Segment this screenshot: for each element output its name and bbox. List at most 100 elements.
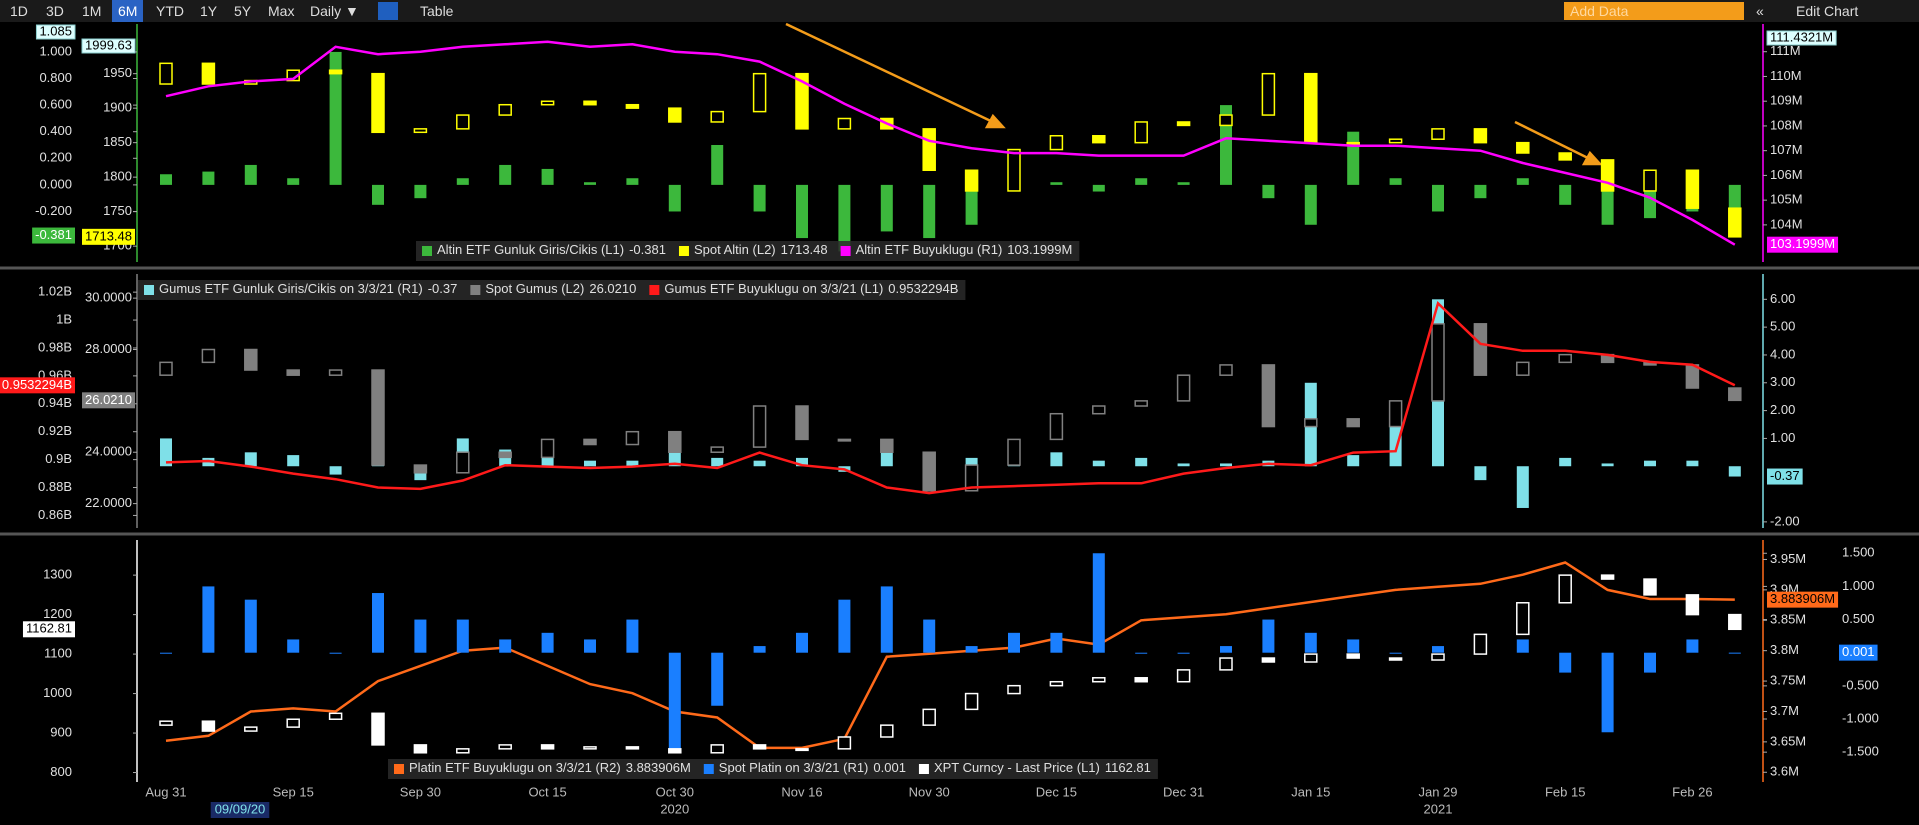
- collapse-button[interactable]: «: [1756, 3, 1764, 19]
- range-button[interactable]: 3D: [46, 3, 64, 19]
- candle-body: [964, 169, 979, 192]
- y-tick-label: 0.200: [39, 150, 72, 165]
- range-button[interactable]: 5Y: [234, 3, 252, 19]
- y-tick-label: 0.92B: [38, 423, 72, 438]
- y-tick-label: 0.94B: [38, 395, 72, 410]
- bar: [1135, 457, 1148, 467]
- candle-body: [1516, 141, 1530, 154]
- bar: [796, 184, 808, 239]
- annotation-arrow: [785, 22, 1603, 166]
- bar: [287, 455, 300, 467]
- legend-background: [388, 759, 1158, 779]
- candle-body: [752, 744, 767, 750]
- axis-top-label-box: [35, 24, 76, 40]
- legend-name: Spot Platin on 3/3/21 (R1): [719, 760, 869, 775]
- range-button[interactable]: 6M: [112, 0, 144, 22]
- candle-body: [1685, 169, 1700, 209]
- bar: [160, 174, 172, 185]
- edit-chart-button[interactable]: Edit Chart: [1796, 3, 1859, 19]
- frequency-dropdown[interactable]: Daily ▼: [310, 3, 359, 19]
- legend-value: -0.381: [629, 242, 666, 257]
- candle-body: [1728, 207, 1742, 238]
- bar: [880, 452, 893, 467]
- candle-body: [625, 430, 640, 446]
- y-tick-label: 3.95M: [1770, 551, 1806, 566]
- last-value-tag-box: [82, 392, 135, 409]
- bar: [753, 184, 766, 212]
- last-value-tag-box: [1767, 591, 1839, 608]
- y-tick-label: 4.00: [1770, 346, 1795, 361]
- table-button[interactable]: Table: [420, 3, 454, 19]
- last-value-tag-box: [1767, 468, 1803, 485]
- y-tick-label: 109M: [1770, 93, 1803, 108]
- candle-body: [1176, 669, 1191, 683]
- candle-body: [201, 720, 216, 732]
- bar: [1432, 646, 1444, 653]
- y-tick-label: 1.000: [1842, 578, 1875, 593]
- bar: [1092, 553, 1105, 653]
- bar: [1262, 619, 1275, 653]
- candle-body: [795, 405, 809, 441]
- add-data-input[interactable]: Add Data: [1564, 2, 1744, 20]
- bar: [753, 460, 766, 467]
- candle-body: [795, 748, 809, 752]
- y-tick-label: 0.000: [39, 176, 72, 191]
- last-value-tag-box: [0, 377, 75, 394]
- x-tick-label: Jan 15: [1291, 784, 1330, 799]
- y-tick-label: 24.0000: [85, 444, 132, 459]
- bar: [668, 652, 681, 753]
- candle-body: [1007, 438, 1021, 466]
- bar: [1686, 460, 1699, 467]
- bar: [414, 184, 427, 199]
- y-tick-label: 0.600: [39, 97, 72, 112]
- bar: [456, 178, 469, 185]
- legend-background: [138, 280, 966, 300]
- x-tick-label: Sep 15: [273, 784, 314, 799]
- candle-body: [413, 744, 428, 754]
- candle-body: [1728, 387, 1742, 402]
- legend-name: Altin ETF Buyuklugu (R1): [856, 242, 1003, 257]
- x-tick-label: Oct 30: [656, 784, 694, 799]
- candle-body: [1643, 169, 1657, 192]
- bar: [1644, 184, 1656, 219]
- legend: Gumus ETF Gunluk Giris/Cikis on 3/3/21 (…: [138, 280, 966, 300]
- legend-value: 0.9532294B: [888, 281, 958, 296]
- y-tick-label: 1300: [43, 567, 72, 582]
- candle-body: [1049, 680, 1064, 687]
- range-button[interactable]: YTD: [156, 3, 184, 19]
- last-value-tag: 26.0210: [85, 392, 132, 407]
- bar: [244, 164, 257, 185]
- candle-body: [1049, 412, 1064, 441]
- bar: [287, 178, 300, 185]
- year-label: 2020: [660, 801, 689, 816]
- y-tick-label: 104M: [1770, 216, 1803, 231]
- candle-body: [1558, 574, 1572, 604]
- y-tick-label: 0.98B: [38, 339, 72, 354]
- candle-body: [1304, 72, 1318, 144]
- range-button[interactable]: 1D: [10, 3, 28, 19]
- range-button[interactable]: 1M: [82, 3, 102, 19]
- y-tick-label: 1.000: [39, 43, 72, 58]
- line: [165, 300, 1736, 495]
- candle-body: [413, 128, 428, 134]
- bar: [244, 599, 257, 653]
- candle-body: [498, 744, 512, 750]
- line: [165, 561, 1735, 750]
- last-value-tag: 103.1999M: [1770, 236, 1835, 251]
- legend-entry: Platin ETF Buyuklugu on 3/3/21 (R2) 3.883…: [409, 760, 691, 775]
- range-button[interactable]: Max: [268, 3, 295, 19]
- candle-body: [837, 438, 852, 442]
- y-tick-label: 107M: [1770, 142, 1803, 157]
- y-tick-label: 0.800: [39, 70, 72, 85]
- bar: [499, 164, 512, 185]
- y-tick-label: 900: [50, 724, 72, 739]
- range-button[interactable]: 1Y: [200, 3, 218, 19]
- chart-type-icon[interactable]: [378, 2, 398, 20]
- last-value-tag-box: [22, 621, 75, 638]
- bar: [1389, 178, 1402, 185]
- bar: [668, 184, 681, 212]
- y-tick-label: 1950: [103, 65, 132, 80]
- legend-swatch: [144, 285, 154, 295]
- bar: [1601, 463, 1614, 467]
- y-tick-label: 0.400: [39, 123, 72, 138]
